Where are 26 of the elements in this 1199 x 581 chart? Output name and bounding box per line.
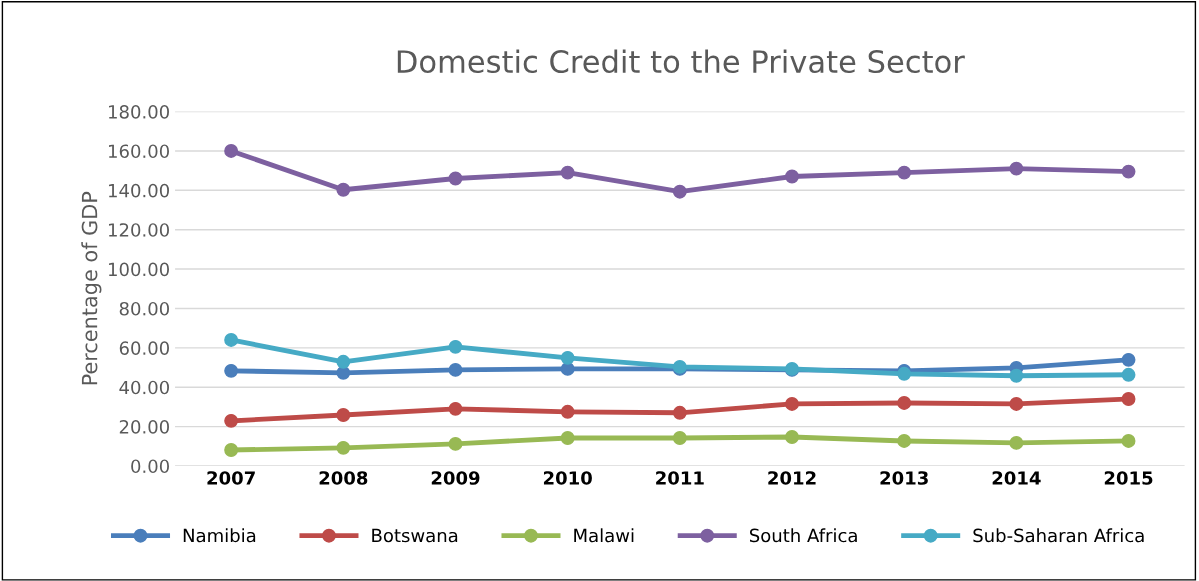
legend-label: South Africa (749, 528, 857, 543)
y-tick-label: 60.00 (119, 341, 169, 355)
x-tick-label: 2011 (656, 471, 704, 485)
y-tick-label: 40.00 (119, 380, 169, 395)
x-tick-label: 2009 (431, 471, 480, 485)
x-tick-label: 2015 (1104, 471, 1153, 485)
legend-label: Botswana (372, 528, 458, 543)
legend-label: Sub-Saharan Africa (973, 528, 1144, 543)
y-tick-label: 120.00 (109, 223, 169, 237)
y-axis-title: Percentage of GDP (81, 191, 102, 385)
x-tick-label: 2007 (207, 471, 255, 485)
x-tick-label: 2008 (319, 471, 368, 485)
y-tick-label: 100.00 (109, 262, 169, 277)
y-tick-label: 80.00 (119, 301, 169, 316)
y-tick-label: 160.00 (109, 144, 169, 159)
y-tick-label: 20.00 (119, 420, 169, 434)
y-tick-label: 180.00 (109, 105, 169, 119)
x-tick-label: 2010 (543, 471, 592, 485)
chart-title: Domestic Credit to the Private Sector (397, 49, 965, 74)
x-tick-label: 2012 (768, 471, 816, 485)
legend-label: Malawi (574, 528, 634, 543)
x-tick-label: 2014 (992, 471, 1041, 485)
y-tick-label: 0.00 (131, 459, 169, 474)
y-tick-label: 140.00 (109, 183, 169, 198)
x-tick-label: 2013 (880, 471, 928, 485)
legend-label: Namibia (183, 528, 256, 543)
